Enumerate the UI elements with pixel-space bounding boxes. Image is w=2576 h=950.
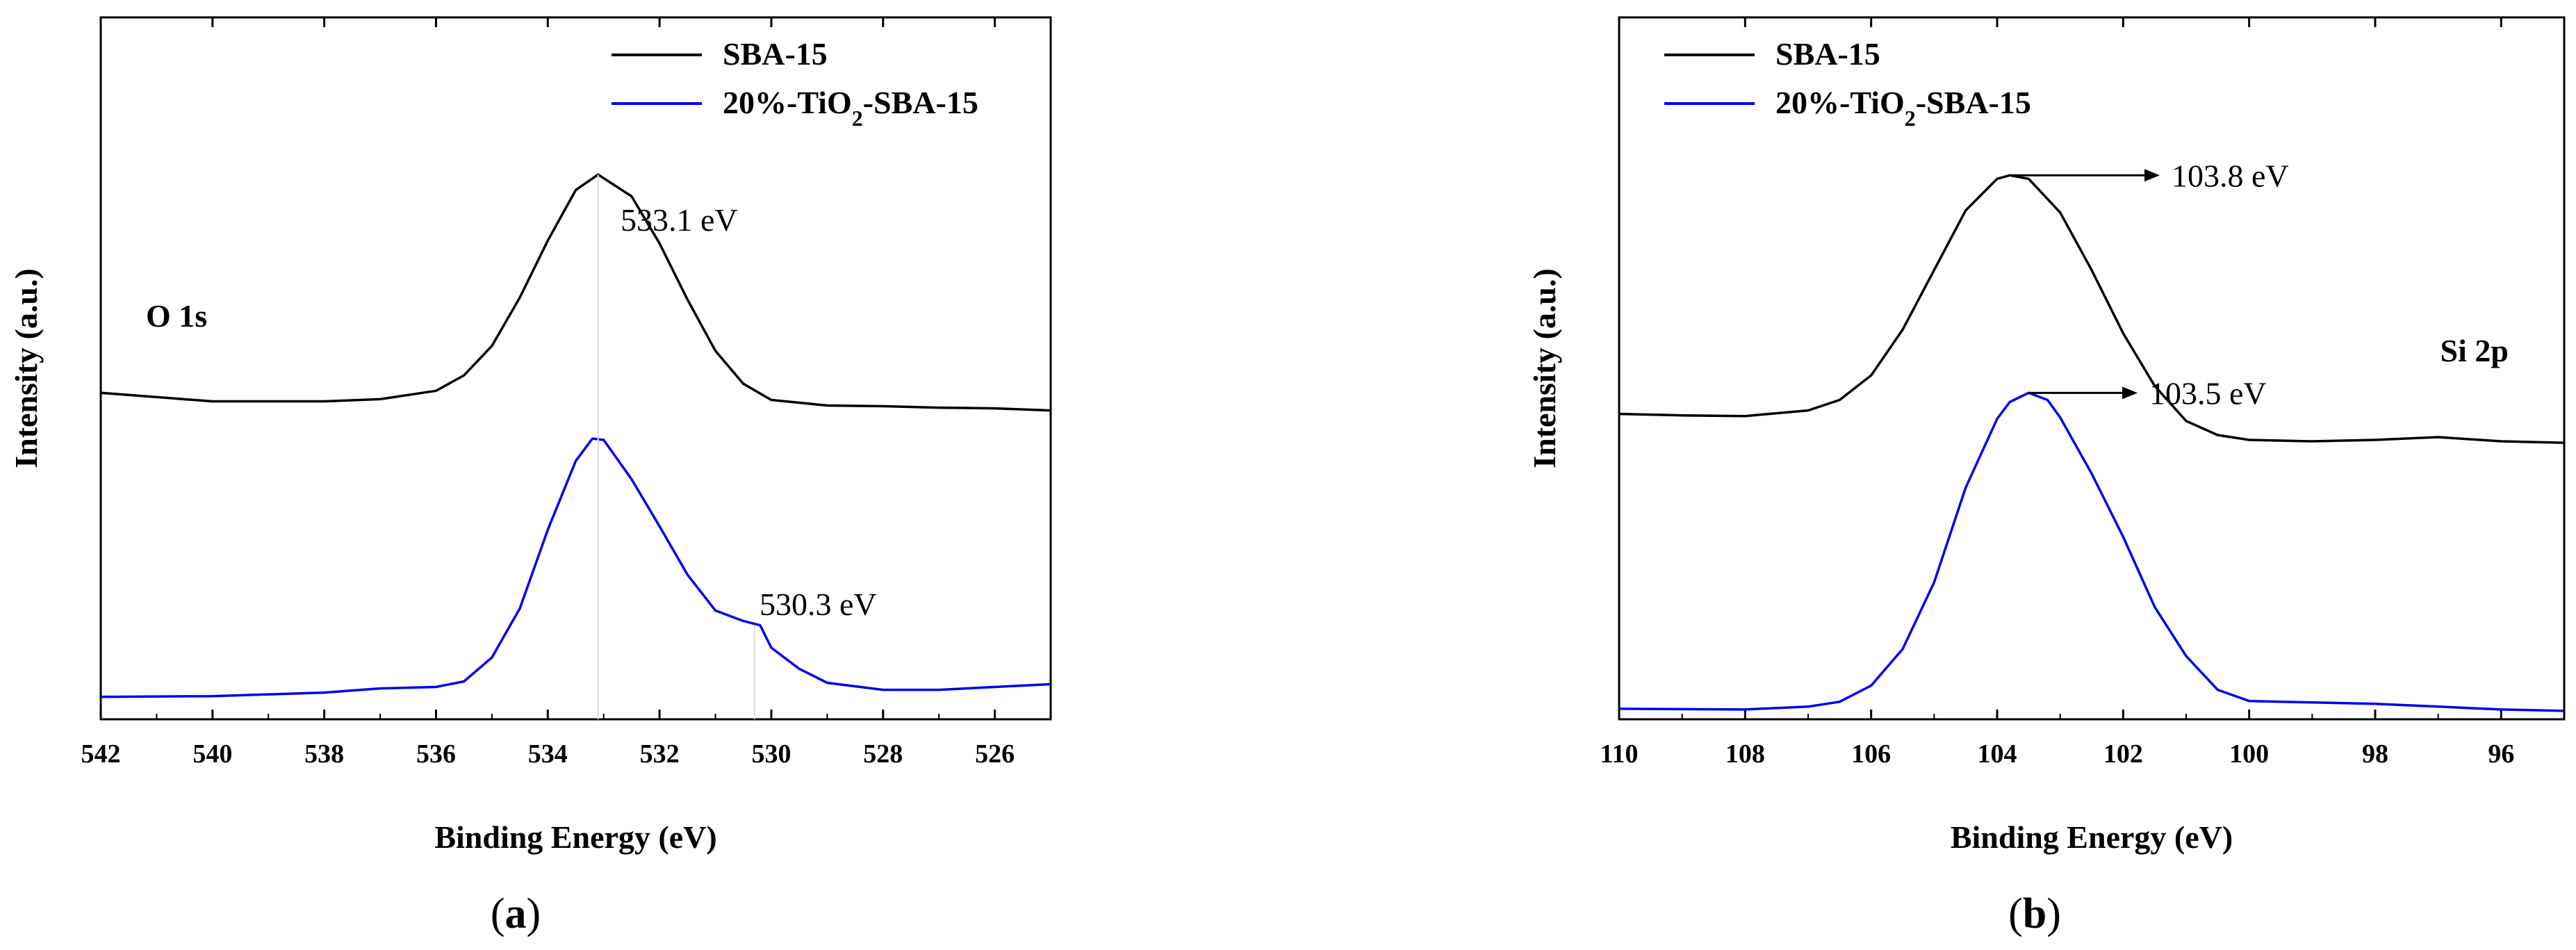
x-tick-label: 108 — [1725, 739, 1765, 769]
annotation-arrowhead — [2122, 386, 2138, 400]
legend-label: 20%-TiO2-SBA-15 — [1775, 85, 2031, 131]
x-axis-title: Binding Energy (eV) — [1951, 819, 2233, 855]
chart-panel-a: 542 540 538 536 534 532 530 528 526 Binding Energ… — [8, 16, 1052, 855]
x-tick-label: 96 — [2488, 739, 2514, 769]
legend-label: SBA-15 — [1775, 36, 1880, 72]
chart-panel-b: 110 108 106 104 102 100 98 96 Binding Energy (eV… — [1527, 16, 2566, 855]
x-tick-label: 532 — [640, 739, 680, 769]
annotation-label: 530.3 eV — [760, 587, 877, 622]
series-line-sba-15 — [1618, 174, 2565, 444]
x-tick-label: 542 — [81, 739, 121, 769]
x-tick-label: 104 — [1978, 739, 2017, 769]
x-tick-label: 110 — [1600, 739, 1639, 769]
region-label: Si 2p — [2440, 333, 2509, 368]
legend-label: 20%-TiO2-SBA-15 — [723, 85, 978, 131]
x-tick-label: 534 — [528, 739, 568, 769]
x-tick-label: 98 — [2362, 739, 2388, 769]
legend-label: SBA-15 — [723, 36, 828, 72]
x-tick-label: 102 — [2103, 739, 2143, 769]
annotation-label: 103.8 eV — [2172, 158, 2289, 193]
x-tick-label: 106 — [1851, 739, 1891, 769]
panel-label-b: (b) — [2008, 890, 2061, 937]
x-tick-label: 540 — [192, 739, 232, 769]
x-axis-title: Binding Energy (eV) — [434, 819, 716, 855]
series-line-tio2-sba-15 — [100, 437, 1051, 698]
annotation-label: 103.5 eV — [2149, 375, 2267, 411]
series-line-sba-15 — [100, 173, 1051, 412]
annotation-arrowhead — [2144, 169, 2160, 182]
region-label: O 1s — [146, 298, 207, 334]
annotation-label: 533.1 eV — [621, 202, 738, 238]
x-tick-label: 536 — [416, 739, 456, 769]
x-tick-label: 530 — [751, 739, 791, 769]
y-axis-title: Intensity (a.u.) — [1527, 268, 1562, 468]
series-line-tio2-sba-15 — [1618, 391, 2565, 712]
plot-frame — [99, 16, 1052, 721]
x-tick-label: 526 — [975, 739, 1015, 769]
x-tick-label: 100 — [2229, 739, 2269, 769]
plot-frame — [1618, 16, 2566, 721]
y-axis-title: Intensity (a.u.) — [8, 268, 44, 468]
x-tick-label: 528 — [863, 739, 903, 769]
panel-label-a: (a) — [491, 890, 541, 937]
x-tick-label: 538 — [304, 739, 344, 769]
